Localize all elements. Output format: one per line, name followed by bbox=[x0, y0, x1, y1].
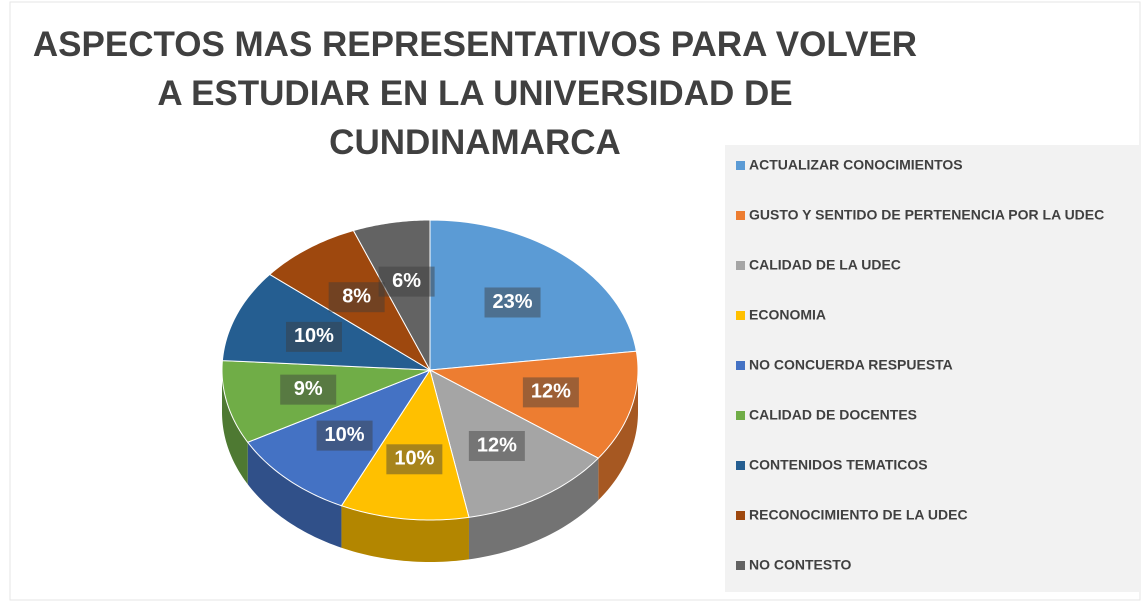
pie-slice bbox=[428, 350, 639, 459]
pie-slice bbox=[221, 273, 431, 371]
legend-swatch bbox=[736, 311, 745, 320]
data-label-box bbox=[285, 321, 342, 352]
chart-title: ASPECTOS MAS REPRESENTATIVOS PARA VOLVER… bbox=[32, 25, 918, 162]
pie-slice bbox=[429, 219, 637, 371]
pie-slice bbox=[429, 369, 600, 518]
pie-slice-side bbox=[247, 442, 342, 548]
data-label: 10% bbox=[294, 325, 334, 347]
pie-slice bbox=[352, 219, 431, 371]
legend-label: ACTUALIZAR CONOCIMIENTOS bbox=[749, 157, 963, 173]
legend-swatch bbox=[736, 161, 745, 170]
legend-swatch bbox=[736, 261, 745, 270]
pie-slice bbox=[268, 229, 432, 372]
legend-swatch bbox=[736, 361, 745, 370]
legend-swatch bbox=[736, 511, 745, 520]
data-label-box bbox=[316, 420, 373, 451]
legend-label: NO CONTESTO bbox=[749, 557, 852, 573]
pie-slice-side bbox=[598, 370, 638, 501]
pie-slice-side bbox=[222, 370, 248, 485]
data-label: 8% bbox=[342, 285, 371, 307]
legend-box bbox=[725, 145, 1140, 592]
pie-slice-side bbox=[468, 458, 599, 560]
data-label: 12% bbox=[531, 381, 571, 403]
data-label-box bbox=[522, 377, 579, 408]
data-label-box bbox=[280, 374, 337, 405]
legend-swatch bbox=[736, 211, 745, 220]
data-label-box bbox=[484, 287, 541, 318]
legend-label: CALIDAD DE DOCENTES bbox=[749, 407, 917, 423]
data-label-box bbox=[468, 430, 525, 461]
data-label: 23% bbox=[493, 291, 533, 313]
data-label: 12% bbox=[477, 434, 517, 456]
data-label-box bbox=[386, 444, 443, 475]
data-label: 10% bbox=[394, 448, 434, 470]
pie-slice bbox=[246, 368, 432, 507]
legend-label: ECONOMIA bbox=[749, 307, 826, 323]
legend-label: CONTENIDOS TEMATICOS bbox=[749, 457, 928, 473]
legend-label: CALIDAD DE LA UDEC bbox=[749, 257, 901, 273]
pie-slice-side bbox=[341, 505, 469, 562]
data-label: 10% bbox=[325, 424, 365, 446]
pie-slice bbox=[221, 360, 431, 443]
pie-slice bbox=[340, 368, 470, 521]
legend-swatch bbox=[736, 411, 745, 420]
legend-label: GUSTO Y SENTIDO DE PERTENENCIA POR LA UD… bbox=[749, 207, 1104, 223]
legend-label: NO CONCUERDA RESPUESTA bbox=[749, 357, 953, 373]
legend-swatch bbox=[736, 561, 745, 570]
data-label: 6% bbox=[392, 270, 421, 292]
legend-label: RECONOCIMIENTO DE LA UDEC bbox=[749, 507, 968, 523]
data-label: 9% bbox=[294, 378, 323, 400]
data-label-box bbox=[328, 282, 385, 313]
legend-swatch bbox=[736, 461, 745, 470]
data-label-box bbox=[378, 266, 435, 297]
